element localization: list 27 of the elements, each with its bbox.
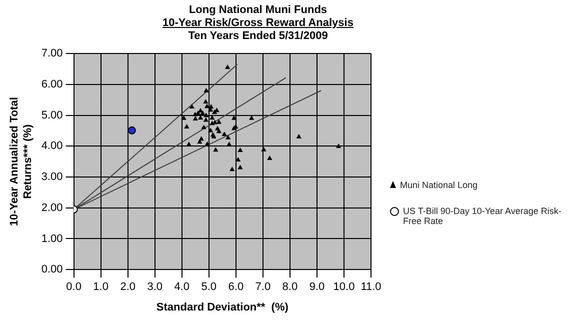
y-tick-label: 5.00 <box>41 109 63 122</box>
legend-label: US T-Bill 90-Day 10-Year Average Risk-Free Rate <box>403 206 562 226</box>
y-tick-label: 1.00 <box>41 232 63 245</box>
x-tick-label: 3.0 <box>147 281 163 294</box>
x-axis-title: Standard Deviation** (%) <box>156 301 289 314</box>
y-tick-label: 0.00 <box>41 264 63 276</box>
x-tick-label: 8.0 <box>282 281 298 294</box>
x-tick-label: 2.0 <box>120 281 136 294</box>
x-tick-label: 5.0 <box>201 281 217 294</box>
legend-label: Muni National Long <box>400 180 478 190</box>
x-tick-label: 4.0 <box>174 281 190 294</box>
x-tick-label: 0.0 <box>66 281 82 294</box>
x-tick-label: 9.0 <box>309 281 325 294</box>
x-tick-label: 1.0 <box>93 281 108 294</box>
y-tick-label: 3.00 <box>41 171 63 184</box>
y-axis-title: 10-Year Annualized Total Returns*** (%) <box>8 97 34 226</box>
x-tick-label: 7.0 <box>255 281 271 294</box>
text: Ten Years Ended 5/31/2009 <box>187 30 329 43</box>
y-tick-label: 2.00 <box>41 202 63 214</box>
y-tick-label: 4.00 <box>41 140 63 152</box>
y-tick-label: 7.00 <box>41 48 63 60</box>
x-tick-label: 11.0 <box>360 281 382 294</box>
x-tick-label: 6.0 <box>228 281 244 294</box>
x-tick-label: 10.0 <box>333 281 355 294</box>
chart-title: Long National Muni Funds <box>188 3 328 17</box>
chart-subtitle: 10-Year Risk/Gross Reward Analysis <box>162 17 354 30</box>
y-tick-label: 6.00 <box>41 78 63 90</box>
